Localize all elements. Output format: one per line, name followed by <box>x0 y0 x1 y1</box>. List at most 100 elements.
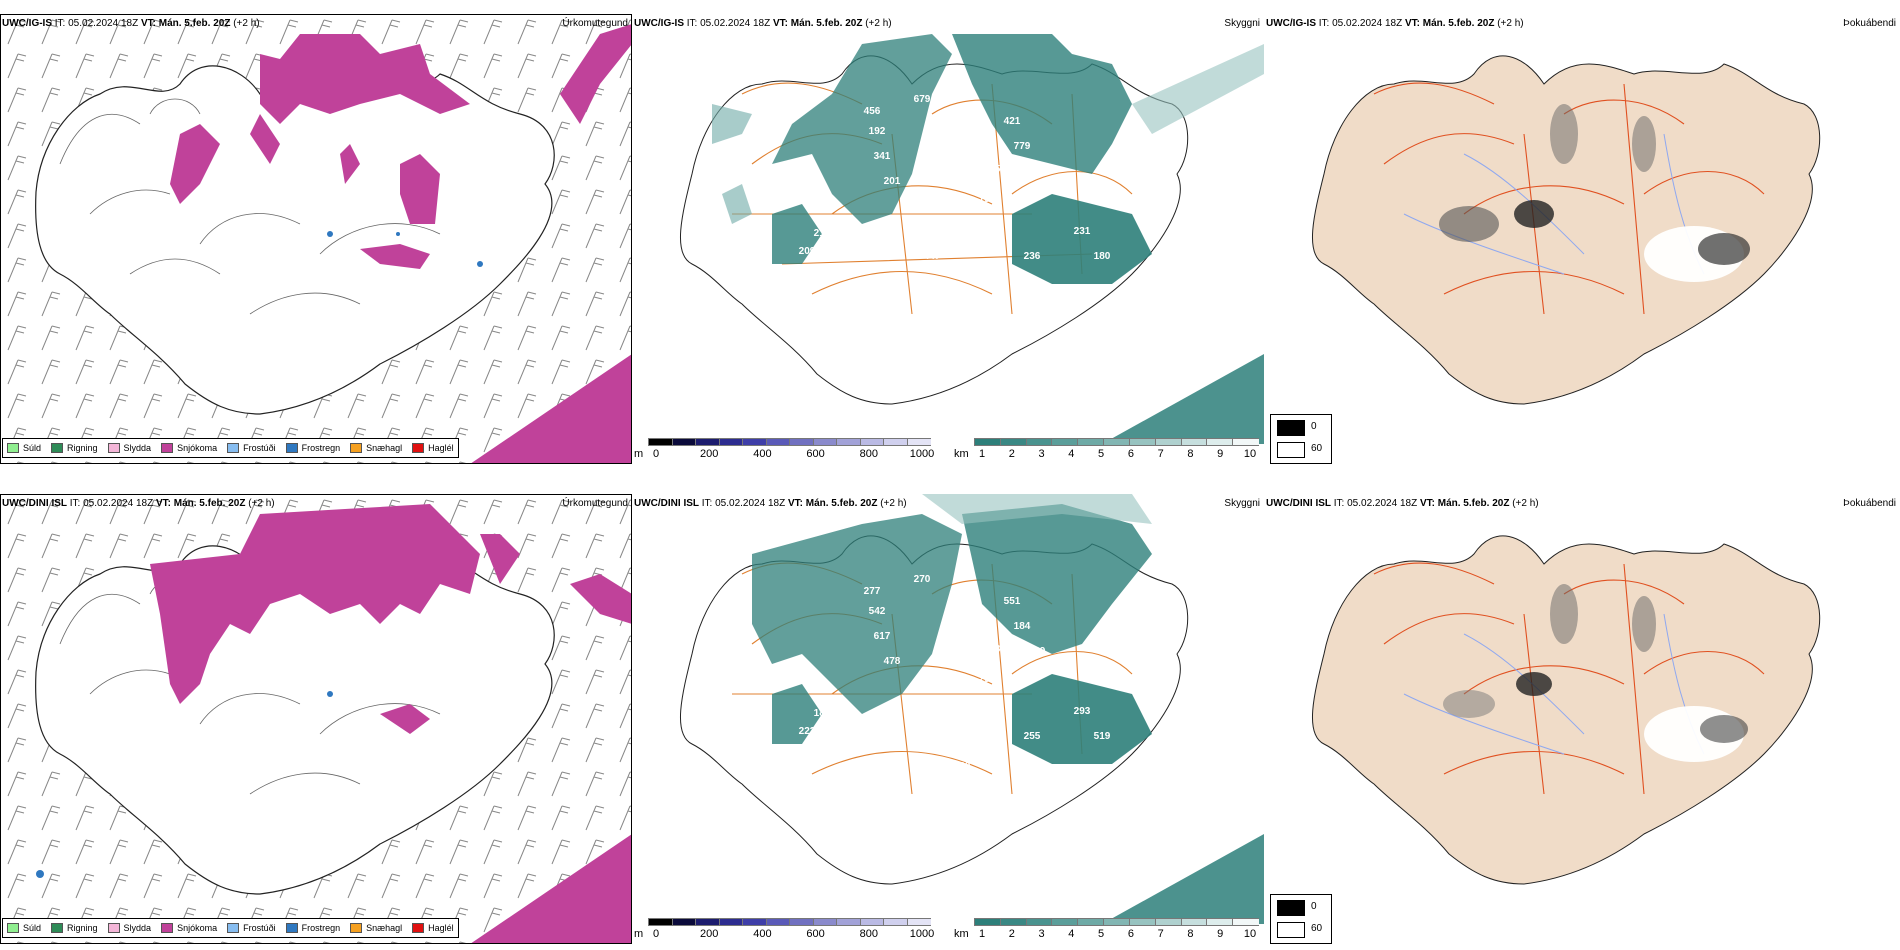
fog-legend-value: 60 <box>1311 923 1323 934</box>
colorbar-segment <box>999 918 1027 926</box>
colorbar-segment <box>836 438 861 446</box>
visibility-label: 169 <box>1029 646 1046 657</box>
lead-time: (+2 h) <box>248 498 275 509</box>
colorbar-km: km 1 2 3 4 5 6 7 8 9 10 <box>954 438 1264 460</box>
visibility-label: 617 <box>874 631 891 642</box>
visibility-label: 167 <box>839 231 856 242</box>
fog-swatch-60 <box>1277 442 1305 458</box>
visibility-label: 255 <box>1024 731 1041 742</box>
legend-label: Haglél <box>428 443 454 453</box>
colorbar-segment <box>974 918 1001 926</box>
vt-label: VT: <box>1404 18 1420 29</box>
fog-legend-value: 0 <box>1311 421 1317 432</box>
colorbar-tick: 9 <box>1217 928 1224 940</box>
legend-label: Snjókoma <box>177 923 218 933</box>
colorbar-tick: 2 <box>1008 448 1015 460</box>
colorbar-tick: 400 <box>753 448 772 460</box>
colorbar-unit: m <box>634 928 644 940</box>
colorbar-segment <box>1232 438 1259 446</box>
it-value: 05.02.2024 18Z <box>1347 498 1418 509</box>
swatch <box>350 923 363 933</box>
colorbar-tick: 5 <box>1098 928 1105 940</box>
vt-value: Mán. 5.feb. 20Z <box>805 498 878 509</box>
model-label: UWC/IG-IS <box>2 18 52 29</box>
colorbar-tick: 200 <box>700 928 719 940</box>
fog-panel-dini: UWC/DINI ISL IT: 05.02.2024 18Z VT: Mán.… <box>1264 494 1900 944</box>
colorbar-segment <box>1103 918 1130 926</box>
colorbar-tick: 2 <box>1008 928 1015 940</box>
visibility-label: 293 <box>1074 706 1091 717</box>
colorbar-tick: 4 <box>1068 448 1075 460</box>
colorbar-segment <box>999 438 1027 446</box>
legend-item: Frostúði <box>227 443 276 453</box>
swatch <box>285 443 298 453</box>
colorbar-segment <box>1180 918 1208 926</box>
precip-panel-dini: UWC/DINI ISL IT: 05.02.2024 18Z VT: Mán.… <box>0 494 632 944</box>
colorbar-tick: 3 <box>1038 928 1045 940</box>
colorbar-segment <box>718 438 743 446</box>
fog-map-dini <box>1312 535 1821 885</box>
colorbar-segment <box>859 438 884 446</box>
colorbar-tick: 6 <box>1127 928 1134 940</box>
legend-item: Rigning <box>51 923 98 933</box>
model-label: UWC/IG-IS <box>634 18 684 29</box>
product-title: Þokuábendi <box>1843 18 1896 29</box>
legend-item: Frostúði <box>227 923 276 933</box>
visibility-labels: 456 679 421 192 779 341 225 602 201 192 217 167 180 2… <box>799 94 1111 262</box>
vt-value: Mán. 5.feb. 20Z <box>1437 498 1510 509</box>
colorbar-unit: km <box>954 928 969 940</box>
visibility-label: 519 <box>1094 731 1111 742</box>
legend-item: Súld <box>7 443 41 453</box>
visibility-label: 779 <box>1014 141 1031 152</box>
model-label: UWC/DINI ISL <box>2 498 67 509</box>
legend-item: Súld <box>7 923 41 933</box>
colorbar-segment <box>906 438 931 446</box>
colorbar-segment <box>1128 918 1156 926</box>
visibility-label: 304 <box>839 711 856 722</box>
legend-item: Frostregn <box>285 443 340 453</box>
colorbar-segment <box>671 438 696 446</box>
colorbar-tick: 9 <box>1217 448 1224 460</box>
visibility-label: 416 <box>879 704 896 715</box>
vt-label: VT: <box>772 18 788 29</box>
product-title: Skyggni <box>1224 498 1260 509</box>
colorbar-tick: 4 <box>1068 928 1075 940</box>
fog-legend: 0 60 <box>1270 414 1332 464</box>
lead-time: (+2 h) <box>1512 498 1539 509</box>
colorbar-segment <box>1206 438 1234 446</box>
lead-time: (+2 h) <box>865 18 892 29</box>
colorbar-segment <box>765 918 790 926</box>
product-title: Úrkomutegund <box>562 498 628 509</box>
vt-value: Mán. 5.feb. 20Z <box>158 18 231 29</box>
header-dini-fog: UWC/DINI ISL IT: 05.02.2024 18Z VT: Mán.… <box>1266 498 1539 510</box>
visibility-label: 184 <box>1014 621 1031 632</box>
precip-map-dini <box>0 494 632 944</box>
legend-label: Rigning <box>67 443 98 453</box>
visibility-label: 180 <box>879 224 896 235</box>
lead-time: (+2 h) <box>233 18 260 29</box>
legend-label: Slydda <box>123 443 152 453</box>
header-igis-vis: UWC/IG-IS IT: 05.02.2024 18Z VT: Mán. 5.… <box>634 18 892 30</box>
colorbar-segment <box>883 438 908 446</box>
it-label: IT: <box>1333 498 1345 509</box>
visibility-label: 290 <box>944 238 961 249</box>
header-igis-precip: UWC/IG-IS IT: 05.02.2024 18Z VT: Mán. 5.… <box>2 18 260 30</box>
header-igis-fog: UWC/IG-IS IT: 05.02.2024 18Z VT: Mán. 5.… <box>1266 18 1524 30</box>
swatch <box>350 443 363 453</box>
swatch <box>227 443 240 453</box>
visibility-label: 679 <box>914 94 931 105</box>
visibility-label: 270 <box>914 574 931 585</box>
visibility-label: 277 <box>864 586 881 597</box>
it-value: 05.02.2024 18Z <box>715 498 786 509</box>
legend-label: Slydda <box>123 923 152 933</box>
colorbar-tick: 0 <box>652 448 660 460</box>
visibility-panel-dini: 277 270 551 542 184 617 258 169 478 290 513 304 416 1… <box>632 494 1264 944</box>
model-label: UWC/DINI ISL <box>634 498 699 509</box>
legend-item: Snjókoma <box>161 443 217 453</box>
vt-value: Mán. 5.feb. 20Z <box>1422 18 1495 29</box>
colorbar-segment <box>1025 438 1053 446</box>
colorbar-segment <box>1051 438 1079 446</box>
colorbar-segment <box>648 918 673 926</box>
visibility-label: 192 <box>869 126 886 137</box>
colorbar-segment <box>1103 438 1130 446</box>
